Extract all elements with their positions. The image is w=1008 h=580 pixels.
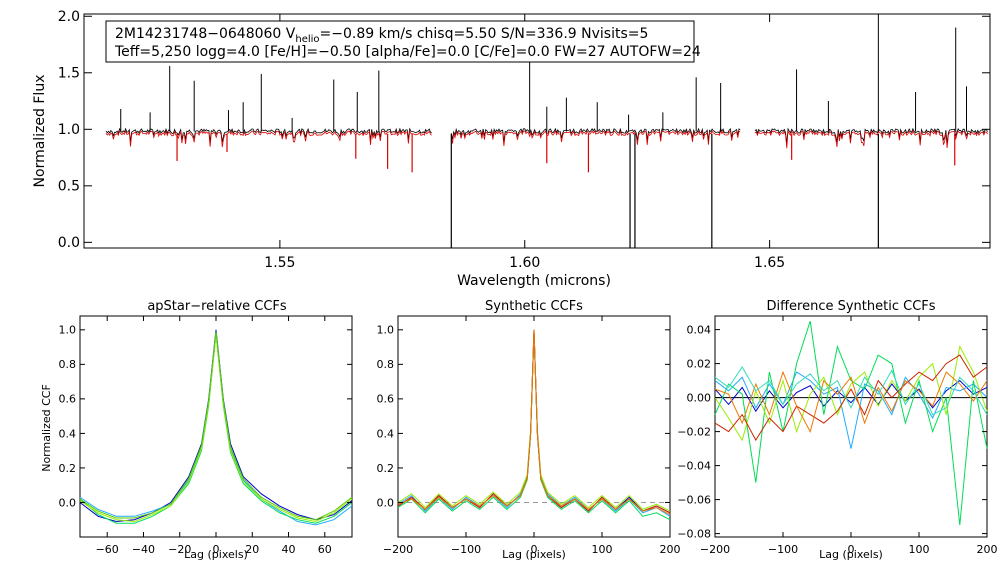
ccf-series-line (397, 331, 671, 512)
ccf-series-line (397, 329, 671, 514)
ccf-series-line (714, 370, 988, 433)
ccf-series-line (79, 333, 353, 524)
y-tick-label: 0.8 (59, 358, 77, 371)
synthetic-ccf-panel: Synthetic CCFs −200 −100 0 100 200 0.0 0.2 0.4 0… (377, 299, 681, 561)
spectrum-frame (83, 13, 991, 249)
apstar-ccf-marks (79, 329, 353, 526)
y-tick-label: −0.04 (677, 459, 711, 472)
synthetic-ccf-ticks: −200 −100 0 100 200 0.0 0.2 0.4 0.6 0.8 1.0 (377, 316, 681, 556)
y-tick-label: 1.5 (58, 66, 80, 82)
info-box (105, 20, 695, 63)
x-tick-label: 1.65 (754, 255, 785, 271)
y-tick-label: 2.0 (58, 9, 80, 25)
synthetic-spectrum-line (105, 129, 432, 148)
x-tick-label: 0 (848, 543, 855, 556)
apstar-ccf-ticks: −60 −40 −20 0 20 40 60 0.0 0.2 0.4 0.6 0.8 1.0 (59, 316, 352, 556)
x-tick-label: −20 (168, 543, 191, 556)
x-tick-label: 20 (245, 543, 259, 556)
ccf-series-line (397, 329, 671, 516)
synthetic-spectrum-line (450, 129, 741, 147)
x-tick-label: 100 (592, 543, 613, 556)
x-tick-label: 0 (531, 543, 538, 556)
ccf-series-line (79, 331, 353, 526)
spectrum-ticks: 1.55 1.60 1.65 0.0 0.5 1.0 1.5 2.0 (58, 9, 990, 271)
info-line-1-prefix: 2M14231748−0648060 V (115, 26, 296, 42)
y-tick-label: 0.8 (377, 358, 395, 371)
synthetic-ccf-title: Synthetic CCFs (485, 299, 583, 314)
ccf-series-line (714, 366, 988, 416)
y-tick-label: 0.02 (687, 357, 712, 370)
y-tick-label: 1.0 (377, 324, 395, 337)
x-tick-label: 1.60 (509, 255, 540, 271)
y-tick-label: 0.2 (59, 462, 77, 475)
y-tick-label: 0.0 (58, 235, 80, 251)
difference-ccf-marks (714, 320, 988, 526)
spectrum-panel: 1.55 1.60 1.65 0.0 0.5 1.0 1.5 2.0 2M14231748−0… (32, 9, 991, 289)
observed-spectrum-line (105, 127, 432, 143)
x-tick-label: 100 (909, 543, 930, 556)
y-tick-label: −0.06 (677, 493, 711, 506)
y-tick-label: 0.6 (377, 393, 395, 406)
x-tick-label: −200 (700, 543, 730, 556)
difference-ccf-title: Difference Synthetic CCFs (766, 299, 935, 314)
ccf-series-line (714, 320, 988, 526)
x-tick-label: 60 (318, 543, 332, 556)
y-tick-label: 0.0 (59, 496, 77, 509)
y-tick-label: 0.2 (377, 462, 395, 475)
x-tick-label: 0 (213, 543, 220, 556)
ccf-series-line (397, 329, 671, 514)
difference-ccf-frame (714, 315, 988, 538)
observed-spectrum-line (754, 127, 988, 144)
x-tick-label: 200 (977, 543, 998, 556)
x-tick-label: −100 (451, 543, 481, 556)
y-tick-label: 1.0 (58, 122, 80, 138)
spectrum-ylabel: Normalized Flux (32, 75, 48, 188)
y-tick-label: −0.08 (677, 527, 711, 540)
apstar-ccf-title: apStar−relative CCFs (147, 299, 287, 314)
difference-ccf-xlabel: Lag (pixels) (819, 548, 883, 561)
y-tick-label: 0.4 (377, 427, 395, 440)
y-tick-label: 0.00 (687, 391, 712, 404)
x-tick-label: −100 (768, 543, 798, 556)
y-tick-label: 0.5 (58, 179, 80, 195)
synthetic-ccf-frame (397, 315, 671, 538)
info-line-2: Teff=5,250 logg=4.0 [Fe/H]=−0.50 [alpha/… (114, 44, 701, 60)
ccf-series-line (397, 333, 671, 521)
y-tick-label: 0.04 (687, 323, 712, 336)
apstar-ccf-panel: apStar−relative CCFs −60 −40 −20 0 20 40 60 0.0… (40, 299, 353, 561)
spectrum-marks (105, 14, 988, 248)
apstar-ccf-xlabel: Lag (pixels) (184, 548, 248, 561)
synthetic-ccf-xlabel: Lag (pixels) (502, 548, 566, 561)
observed-spectrum-line (450, 127, 741, 142)
apstar-ccf-ylabel: Normalized CCF (40, 384, 53, 472)
x-tick-label: −200 (383, 543, 413, 556)
x-tick-label: 1.55 (264, 255, 295, 271)
ccf-series-line (714, 354, 988, 442)
ccf-series-line (79, 329, 353, 523)
x-tick-label: 40 (282, 543, 296, 556)
apstar-ccf-frame (79, 315, 353, 538)
spectrum-xlabel: Wavelength (microns) (457, 273, 611, 289)
x-tick-label: 200 (660, 543, 681, 556)
synthetic-ccf-marks (397, 329, 671, 521)
y-tick-label: 0.0 (377, 496, 395, 509)
difference-ccf-ticks: −200 −100 0 100 200 −0.08 −0.06 −0.04 −0.02 0.00 0… (677, 316, 998, 556)
y-tick-label: 0.4 (59, 427, 77, 440)
info-line-1-sub: helio (295, 34, 319, 45)
x-tick-label: −60 (96, 543, 119, 556)
info-line-1-suffix: =−0.89 km/s chisq=5.50 S/N=336.9 Nvisits… (320, 26, 649, 42)
ccf-series-line (714, 345, 988, 442)
x-tick-label: −40 (132, 543, 155, 556)
y-tick-label: 0.6 (59, 393, 77, 406)
synthetic-spectrum-line (754, 129, 988, 149)
ccf-series-line (79, 334, 353, 523)
difference-ccf-panel: Difference Synthetic CCFs −200 −100 0 100 20… (677, 299, 997, 561)
ccf-series-line (79, 331, 353, 521)
info-line-1: 2M14231748−0648060 Vhelio=−0.89 km/s chi… (115, 26, 648, 45)
ccf-series-line (397, 331, 671, 517)
y-tick-label: 1.0 (59, 324, 77, 337)
y-tick-label: −0.02 (677, 425, 711, 438)
